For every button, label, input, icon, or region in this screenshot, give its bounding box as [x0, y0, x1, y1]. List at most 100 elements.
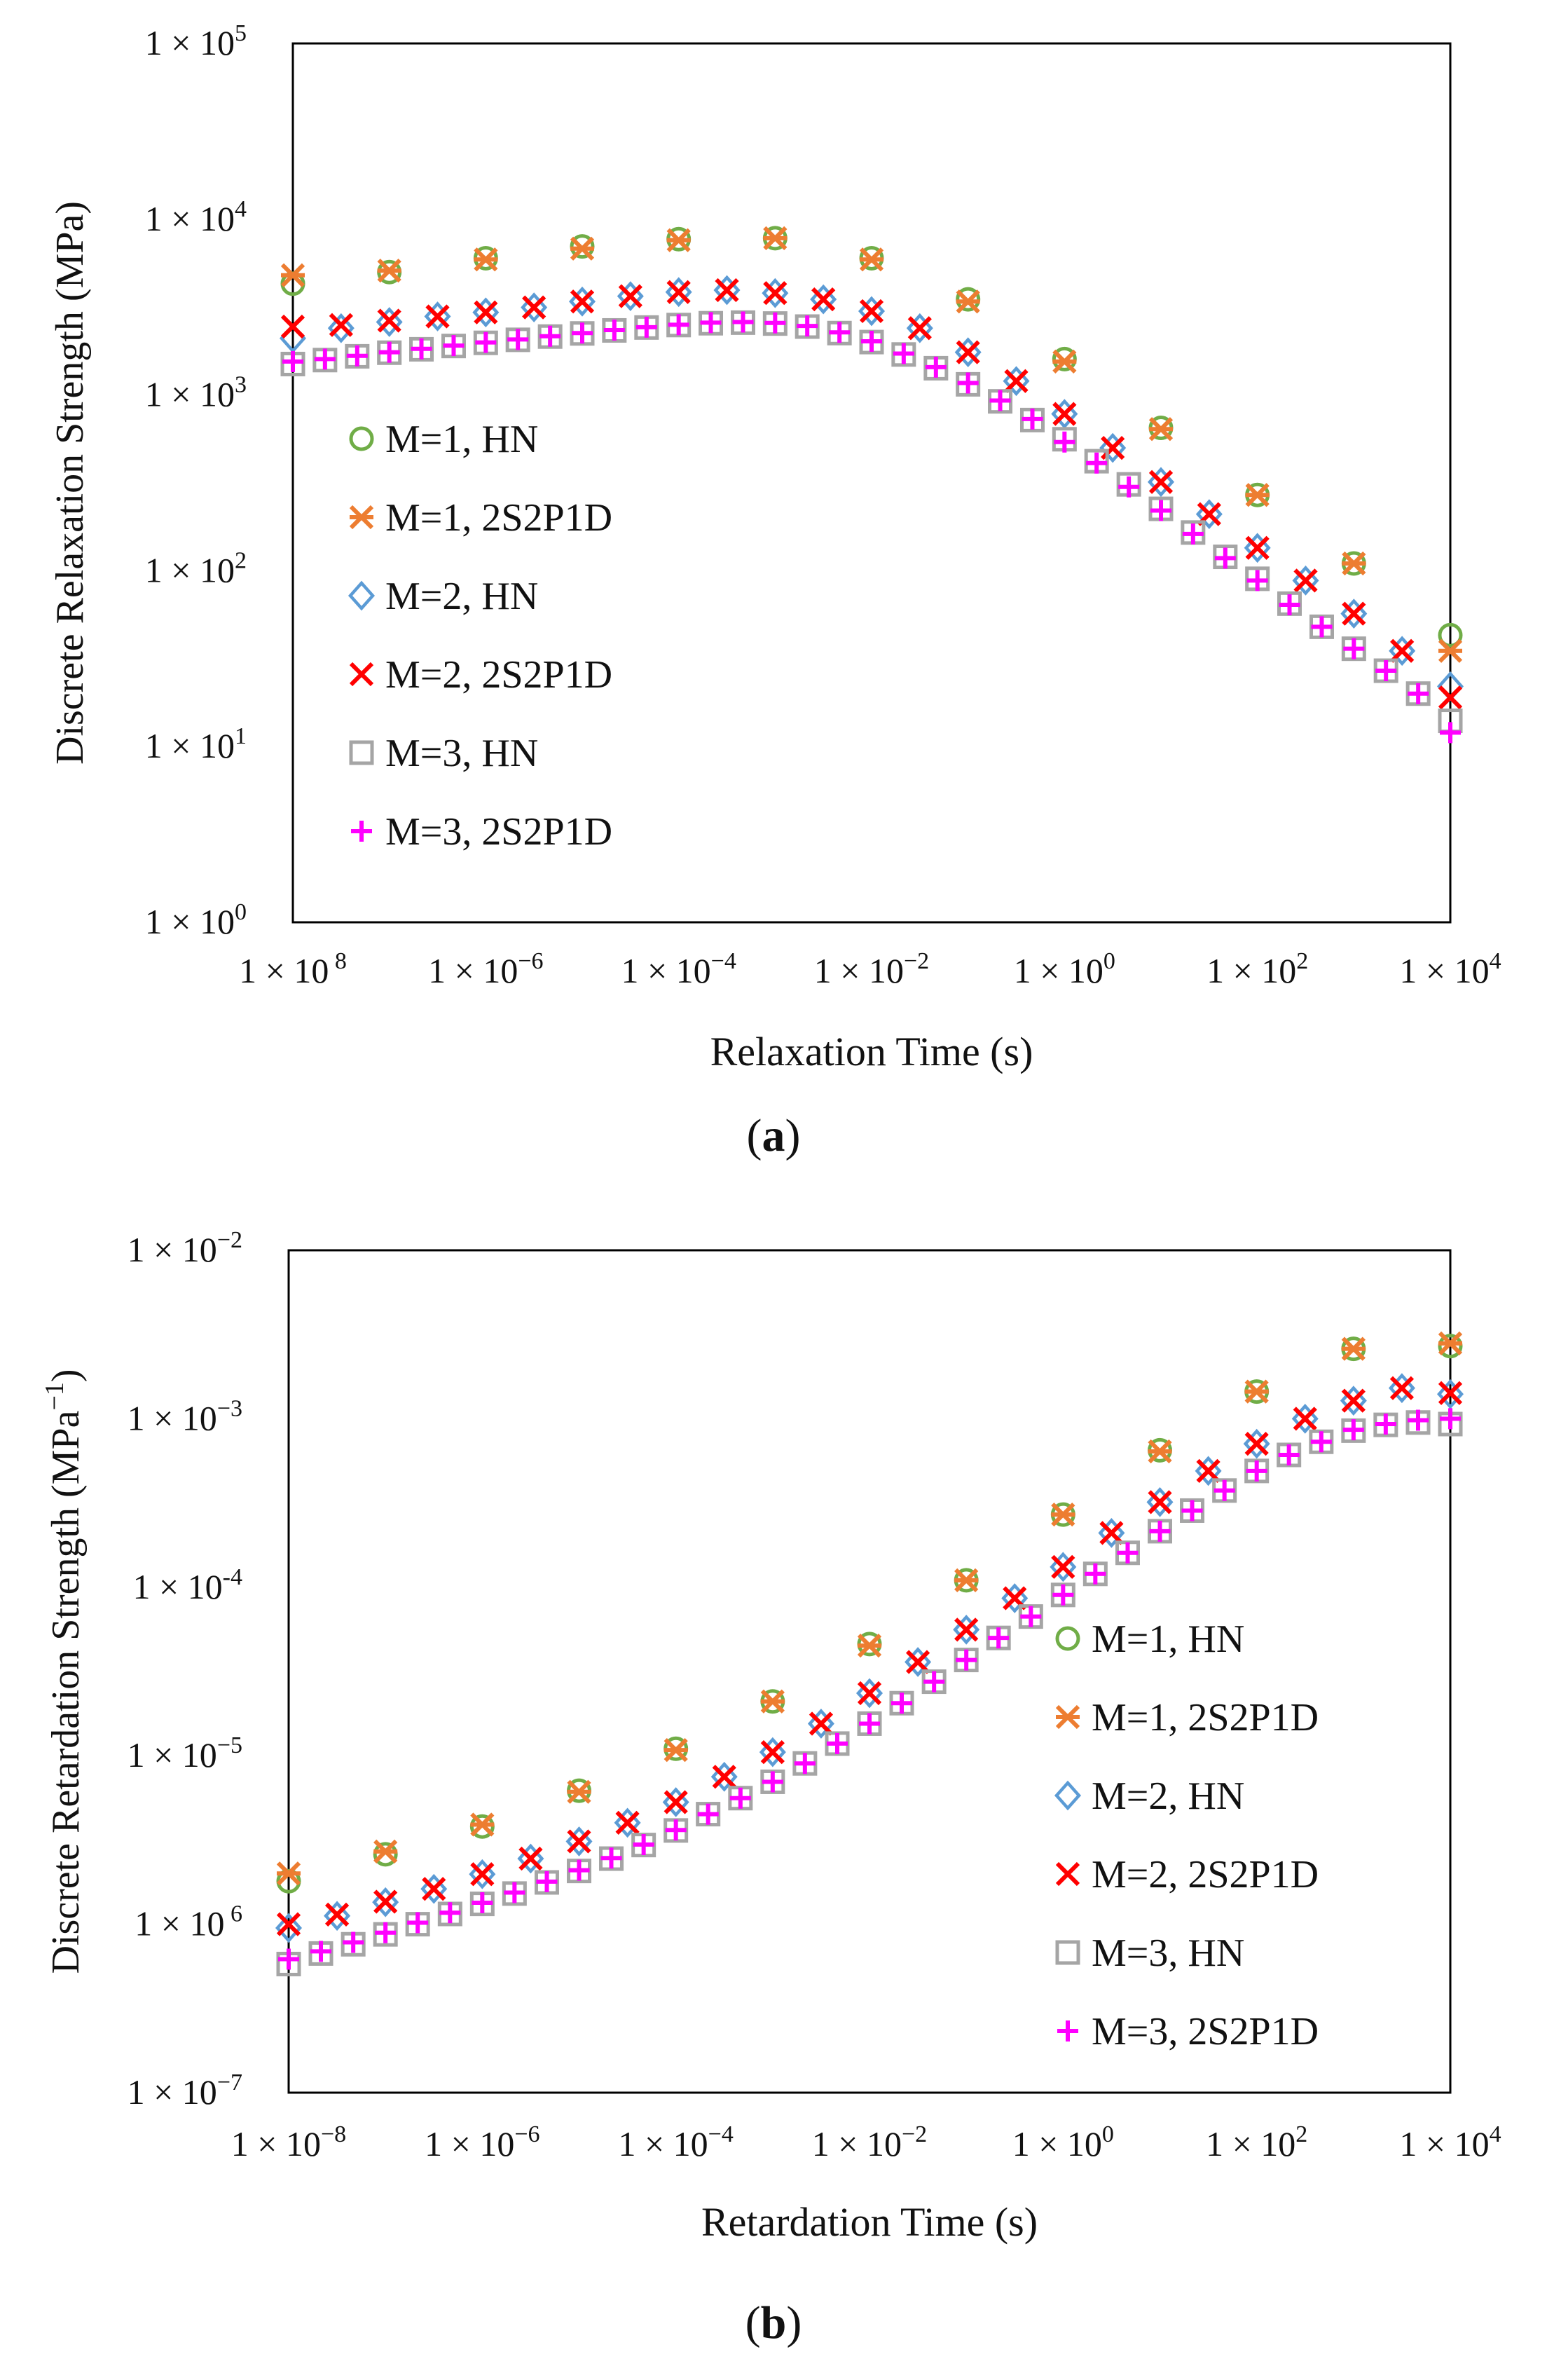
data-point: [407, 1912, 429, 1934]
data-point: [633, 1833, 654, 1855]
data-point: [603, 320, 625, 341]
x-tick-label: 1 × 104: [1399, 948, 1501, 990]
data-point: [1342, 551, 1366, 576]
series-M2_2S2P1D: [280, 278, 1463, 710]
data-point: [1246, 1460, 1267, 1482]
legend-label: M=1, 2S2P1D: [1092, 1696, 1319, 1739]
data-point: [470, 1862, 495, 1887]
data-point: [857, 1681, 882, 1706]
data-point: [373, 1842, 398, 1867]
data-point: [570, 289, 595, 314]
data-point: [278, 1948, 299, 1970]
y-tick-label: 1 × 10−2: [128, 1227, 242, 1269]
data-point: [1181, 1500, 1203, 1521]
data-point: [310, 1941, 332, 1962]
data-point: [1408, 683, 1429, 704]
data-point: [666, 228, 691, 252]
data-point: [469, 1859, 496, 1889]
legend-marker: [348, 580, 376, 611]
data-point: [893, 343, 914, 364]
data-point: [1054, 431, 1075, 453]
data-point: [343, 1931, 364, 1953]
data-point: [507, 329, 529, 350]
data-point: [1148, 417, 1174, 442]
data-point: [635, 316, 657, 338]
data-point: [276, 1861, 301, 1886]
chart-a: 1 × 10 8 1 × 10−6 1 × 10−4 1 × 10−2 1 × 100 1…: [48, 20, 1501, 1161]
panel-a: 1 × 10 8 1 × 10−6 1 × 10−4 1 × 10−2 1 × 100 1…: [48, 20, 1501, 1161]
data-point: [954, 337, 982, 368]
data-point: [1311, 616, 1333, 638]
data-point: [276, 1912, 301, 1936]
data-point: [732, 311, 754, 333]
data-point: [957, 372, 979, 394]
data-point: [953, 1614, 980, 1645]
data-point: [1050, 1552, 1077, 1582]
data-point: [372, 1887, 399, 1917]
data-point: [907, 316, 932, 341]
plot-frame: [287, 1249, 1452, 2094]
data-point: [1390, 638, 1415, 663]
data-point: [1051, 1502, 1075, 1527]
data-point: [280, 263, 305, 287]
series-M2_2S2P1D: [276, 1376, 1463, 1936]
series-M1_HN: [276, 1334, 1463, 1894]
data-point: [1244, 1379, 1269, 1404]
x-tick-label: 1 × 10 8: [239, 948, 347, 990]
data-point: [797, 315, 818, 337]
data-point: [1342, 1419, 1364, 1441]
data-point: [1149, 1520, 1171, 1542]
x-tick-label: 1 × 10−4: [621, 948, 736, 990]
data-point: [700, 312, 722, 334]
x-tick-label: 1 × 102: [1206, 2121, 1307, 2163]
data-point: [1438, 1381, 1463, 1405]
x-tick-label: 1 × 102: [1206, 948, 1308, 990]
data-point: [1340, 1386, 1367, 1416]
data-point: [762, 278, 789, 308]
data-point: [378, 341, 400, 363]
data-point: [443, 335, 465, 357]
data-point: [956, 289, 980, 314]
data-point: [1341, 1388, 1366, 1413]
data-layer: [275, 1331, 1464, 1976]
data-point: [521, 292, 548, 323]
data-point: [422, 1877, 446, 1901]
y-tick-label: 1 × 100: [145, 899, 247, 941]
data-point: [1022, 408, 1043, 430]
x-tick-label: 1 × 10−2: [812, 2121, 927, 2163]
data-point: [729, 1787, 751, 1809]
data-point: [1148, 1490, 1172, 1514]
data-point: [472, 297, 500, 328]
data-point: [1052, 349, 1077, 374]
data-point: [710, 1761, 738, 1792]
data-point: [666, 280, 691, 304]
data-point: [373, 1839, 398, 1864]
data-point: [954, 1568, 979, 1592]
data-point: [470, 1812, 495, 1837]
legend-marker: [349, 505, 374, 530]
data-point: [715, 278, 739, 303]
series-M1_2S2P1D: [276, 1331, 1463, 1886]
data-point: [1389, 1376, 1415, 1400]
data-point: [859, 247, 884, 272]
legend-marker: [1055, 1861, 1080, 1887]
data-point: [314, 348, 336, 370]
legend-marker: [1057, 2020, 1078, 2042]
data-point: [1407, 1409, 1429, 1431]
data-point: [829, 322, 851, 343]
legend: M=1, HN M=1, 2S2P1D M=2, HN M=2, 2S2P1D M=3,…: [348, 418, 612, 854]
data-point: [826, 1732, 848, 1754]
data-point: [1052, 402, 1077, 426]
data-point: [282, 350, 303, 372]
x-tick-label: 1 × 100: [1012, 2121, 1114, 2163]
data-point: [618, 284, 642, 308]
y-tick-label: 1 × 102: [145, 547, 247, 589]
data-point: [1098, 1517, 1125, 1548]
data-point: [988, 1627, 1010, 1649]
data-point: [1148, 470, 1174, 494]
data-point: [324, 1902, 350, 1927]
panel-caption: (b): [745, 2297, 802, 2348]
data-point: [664, 1738, 688, 1763]
x-tick-label: 1 × 10−8: [231, 2121, 346, 2163]
data-point: [1086, 452, 1108, 474]
